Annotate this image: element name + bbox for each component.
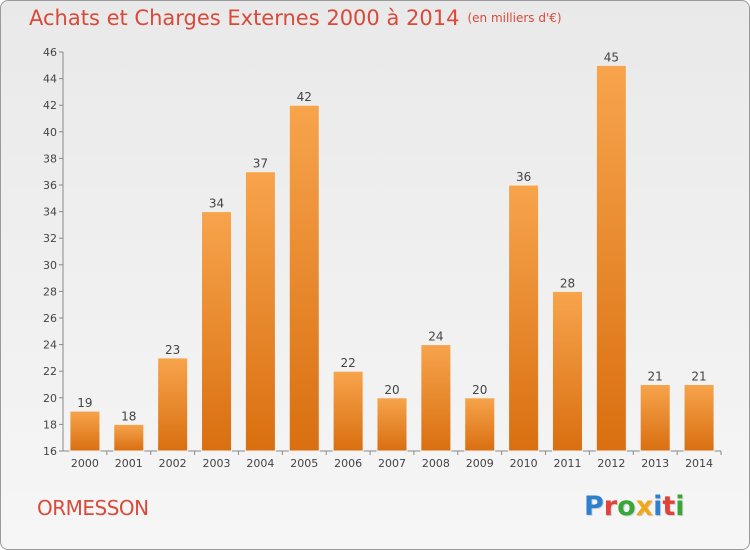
data-label: 18 [121, 409, 136, 423]
bar [595, 64, 627, 452]
x-tick-label: 2001 [115, 457, 143, 470]
bar [683, 384, 715, 452]
data-label: 21 [648, 370, 663, 384]
data-label: 34 [209, 197, 224, 211]
data-label: 36 [516, 170, 531, 184]
x-tick-label: 2008 [422, 457, 450, 470]
data-label: 37 [253, 157, 268, 171]
x-tick-label: 2009 [466, 457, 494, 470]
y-tick-label: 26 [43, 312, 57, 325]
proxiti-logo: Proxiti [584, 491, 685, 522]
bar [551, 290, 583, 452]
chart-title-text: Achats et Charges Externes 2000 à 2014 [29, 6, 460, 30]
y-tick-label: 44 [43, 73, 57, 86]
bars [69, 64, 715, 452]
place-name: ORMESSON [37, 496, 149, 520]
logo-letter: x [635, 491, 654, 522]
x-tick-label: 2007 [378, 457, 406, 470]
x-tick-label: 2014 [685, 457, 713, 470]
bar [332, 370, 364, 452]
axes: 16 18 20 22 24 26 28 30 32 34 36 38 40 42 44 46 2000 2001… [43, 46, 722, 470]
chart-title: Achats et Charges Externes 2000 à 2014 (e… [29, 6, 562, 30]
x-tick-label: 2002 [159, 457, 187, 470]
bar [69, 410, 101, 452]
data-label: 45 [604, 50, 619, 64]
x-tick-label: 2011 [553, 457, 581, 470]
y-tick-label: 36 [43, 179, 57, 192]
x-tick-label: 2012 [597, 457, 625, 470]
y-tick-label: 20 [43, 392, 57, 405]
logo-letter: i [653, 491, 663, 522]
x-tick-label: 2000 [71, 457, 99, 470]
logo-letter: i [675, 491, 685, 522]
x-tick-label: 2010 [510, 457, 538, 470]
x-tick-label: 2013 [641, 457, 669, 470]
unit-label: (en milliers d'€) [467, 11, 562, 25]
bar [157, 357, 189, 452]
logo-letter: t [662, 491, 676, 522]
y-tick-label: 22 [43, 365, 57, 378]
y-tick-label: 38 [43, 152, 57, 165]
bar [113, 423, 145, 452]
bar [244, 171, 276, 452]
data-label: 24 [428, 330, 443, 344]
x-tick-label: 2003 [203, 457, 231, 470]
y-tick-label: 34 [43, 206, 57, 219]
bar [288, 104, 320, 452]
y-tick-label: 40 [43, 126, 57, 139]
x-tick-label: 2004 [246, 457, 274, 470]
bar [420, 344, 452, 452]
data-labels: 19 18 23 34 37 42 22 20 24 20 36 28 45 21 21 [77, 50, 706, 423]
bar [376, 397, 408, 452]
y-tick-label: 46 [43, 46, 57, 59]
data-label: 20 [472, 383, 487, 397]
y-tick-label: 42 [43, 99, 57, 112]
data-label: 42 [297, 90, 312, 104]
data-label: 21 [691, 370, 706, 384]
logo-letter: o [617, 491, 636, 522]
y-tick-label: 24 [43, 339, 57, 352]
x-tick-label: 2006 [334, 457, 362, 470]
data-label: 22 [340, 356, 355, 370]
y-tick-label: 16 [43, 445, 57, 458]
data-label: 20 [384, 383, 399, 397]
logo-letter: r [603, 491, 618, 522]
bar [464, 397, 496, 452]
x-tick-label: 2005 [290, 457, 318, 470]
bar [508, 184, 540, 452]
data-label: 19 [77, 396, 92, 410]
data-label: 23 [165, 343, 180, 357]
logo-letter: P [584, 491, 604, 522]
y-tick-label: 30 [43, 259, 57, 272]
bar [201, 211, 233, 452]
y-tick-label: 32 [43, 232, 57, 245]
y-tick-label: 18 [43, 418, 57, 431]
bar [639, 384, 671, 452]
data-label: 28 [560, 276, 575, 290]
y-tick-label: 28 [43, 285, 57, 298]
